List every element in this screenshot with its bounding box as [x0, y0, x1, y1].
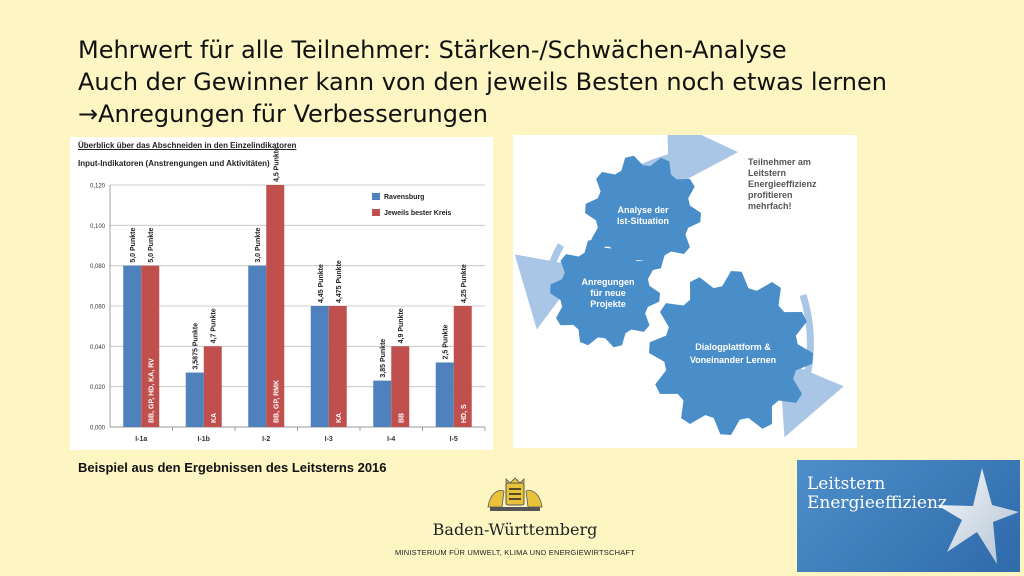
gear-top-label: Analyse der Ist-Situation	[617, 205, 669, 226]
cycle-arrow-left	[514, 243, 584, 330]
bar-inner-label: HD, S	[461, 404, 468, 423]
baden-wuerttemberg-coat-of-arms-icon	[487, 477, 543, 511]
gear-analysis	[585, 155, 701, 271]
slide-title: Mehrwert für alle Teilnehmer: Stärken-/S…	[78, 34, 998, 130]
gear-suggestions	[550, 238, 660, 348]
bar-ravensburg	[310, 306, 329, 427]
bar-best	[203, 346, 222, 427]
bar-chart: 0,000 0,020 0,040 0,060 0,080 0,100 0,120 I-1a 5…	[90, 147, 486, 443]
bar-inner-label: BB, GP, HD, KA, RV	[148, 358, 155, 423]
bar-value-label: 5,0 Punkte	[148, 228, 155, 263]
legend-swatch	[372, 193, 380, 200]
ministry-name: MINISTERIUM FÜR UMWELT, KLIMA UND ENERGI…	[395, 548, 635, 557]
bar-inner-label: KA	[336, 413, 343, 423]
x-tick-label: I-1a	[135, 436, 147, 443]
title-line-3-text: Anregungen für Verbesserungen	[98, 100, 488, 128]
legend-label: Ravensburg	[384, 194, 424, 201]
bar-value-label: 5,0 Punkte	[130, 228, 137, 263]
title-rest-part: Stärken-/Schwächen-Analyse	[431, 36, 787, 64]
y-tick-label: 0,020	[90, 385, 106, 391]
x-tick-label: I-5	[450, 436, 458, 443]
bar-inner-label: KA	[211, 413, 218, 423]
bar-ravensburg	[185, 372, 204, 427]
x-tick-label: I-4	[387, 436, 395, 443]
leitstern-line-1: Leitstern	[807, 474, 886, 494]
leitstern-line-2: Energieeffizienz	[807, 493, 947, 513]
right-arrow-icon: →	[78, 100, 99, 128]
cycle-arrow-right	[779, 293, 844, 438]
gear-dialog-platform	[649, 271, 813, 435]
bar-value-label: 3,85 Punkte	[380, 339, 387, 378]
bar-ravensburg	[123, 265, 142, 427]
chart-subheading: Input-Indikatoren (Anstrengungen und Akt…	[78, 159, 270, 168]
title-line-1: Mehrwert für alle Teilnehmer: Stärken-/S…	[78, 34, 998, 66]
legend-label: Jeweils bester Kreis	[384, 210, 451, 217]
title-bold-part: Mehrwert für alle Teilnehmer:	[78, 36, 431, 64]
bar-best	[141, 265, 160, 427]
star-icon	[937, 468, 1019, 564]
bar-best	[453, 306, 472, 427]
title-line-3: →Anregungen für Verbesserungen	[78, 98, 998, 130]
bar-inner-label: BB	[398, 413, 405, 423]
y-tick-label: 0,100	[90, 224, 106, 230]
chart-heading: Überblick über das Abschneiden in den Ei…	[78, 141, 297, 150]
y-tick-label: 0,060	[90, 305, 106, 311]
bar-best	[328, 306, 347, 427]
bar-chart-panel: 0,000 0,020 0,040 0,060 0,080 0,100 0,120 I-1a 5…	[70, 137, 493, 450]
chart-caption: Beispiel aus den Ergebnissen des Leitste…	[78, 460, 387, 475]
benefit-note: Teilnehmer am Leitstern Energieeffizienz pr…	[748, 157, 817, 211]
bar-ravensburg	[248, 265, 267, 427]
x-tick-label: I-3	[325, 436, 333, 443]
bar-ravensburg	[435, 362, 454, 427]
state-name: Baden-Württemberg	[432, 520, 598, 539]
title-line-2: Auch der Gewinner kann von den jeweils B…	[78, 68, 887, 96]
y-tick-label: 0,080	[90, 264, 106, 270]
x-tick-label: I-2	[262, 436, 270, 443]
cycle-diagram-panel: Analyse der Ist-Situation Anregungen für n…	[513, 118, 857, 448]
y-tick-label: 0,040	[90, 345, 106, 351]
y-tick-label: 0,000	[90, 426, 106, 432]
bar-value-label: 4,5 Punkte	[273, 147, 280, 182]
bar-value-label: 2,5 Punkte	[443, 324, 450, 359]
gear-left-label: Anregungen für neue Projekte	[582, 277, 635, 309]
gear-bottom-label: Dialogplattform & Voneinander Lernen	[690, 342, 776, 365]
bar-best	[266, 185, 285, 427]
bar-value-label: 4,7 Punkte	[211, 308, 218, 343]
bar-value-label: 4,9 Punkte	[398, 308, 405, 343]
bar-value-label: 3,5875 Punkte	[193, 323, 200, 370]
bar-value-label: 4,45 Punkte	[318, 264, 325, 303]
bar-value-label: 4,25 Punkte	[461, 264, 468, 303]
leitstern-logo: Leitstern Energieeffizienz	[797, 460, 1020, 572]
bar-value-label: 3,0 Punkte	[255, 228, 262, 263]
bar-ravensburg	[373, 380, 392, 427]
x-tick-label: I-1b	[198, 436, 210, 443]
bar-value-label: 4,475 Punkte	[336, 260, 343, 303]
y-tick-label: 0,120	[90, 184, 106, 190]
bar-inner-label: BB, GP, RMK	[273, 380, 280, 423]
bar-best	[391, 346, 410, 427]
cycle-diagram: Analyse der Ist-Situation Anregungen für n…	[514, 118, 844, 438]
legend-swatch	[372, 209, 380, 216]
